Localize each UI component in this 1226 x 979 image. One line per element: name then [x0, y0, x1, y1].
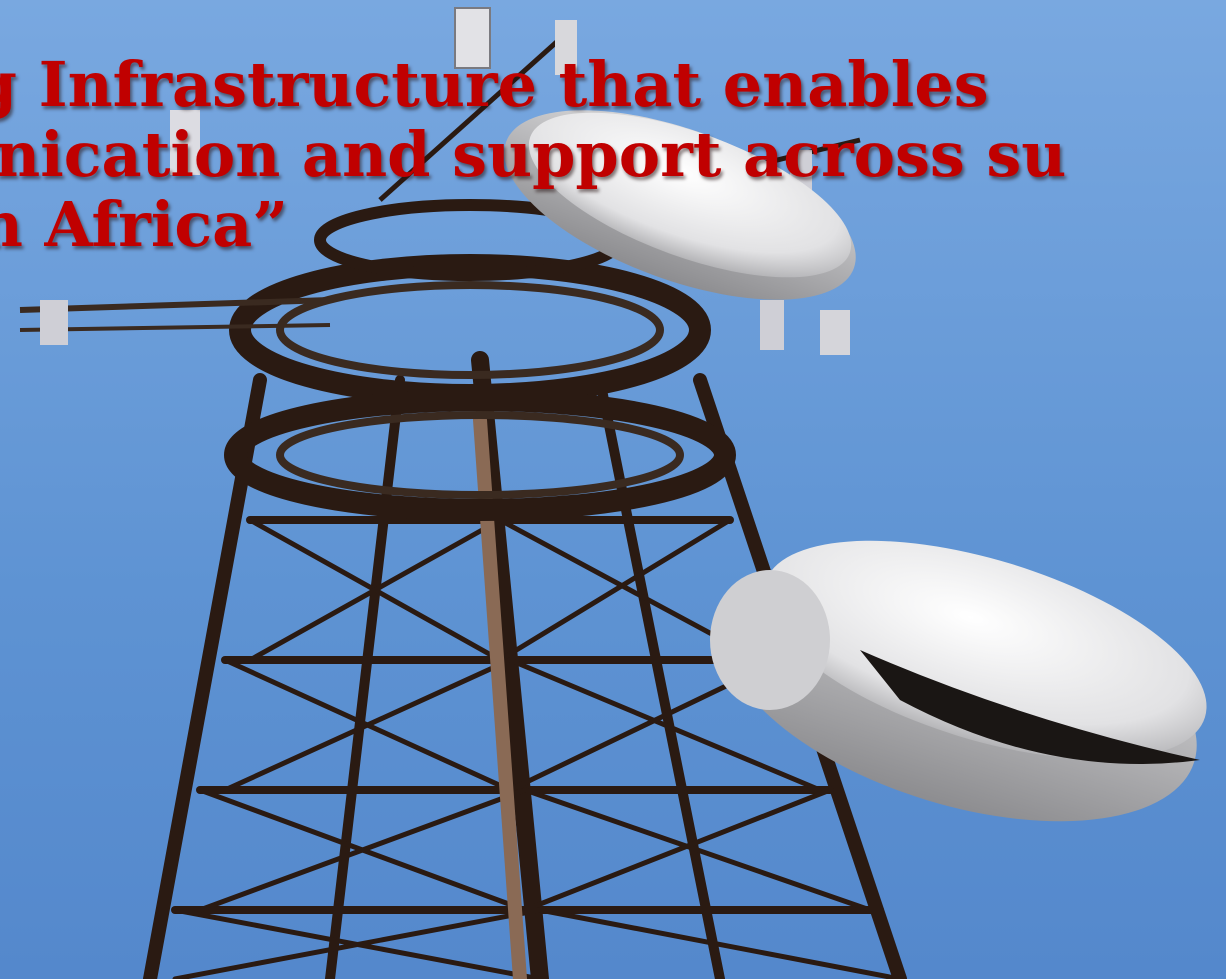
headline-line-2: nunication and support across su — [0, 120, 1226, 190]
slide-headline: ing Infrastructure that enables nunicati… — [0, 50, 1226, 260]
headline-line-3: ran Africa” — [0, 190, 1226, 260]
headline-line-1: ing Infrastructure that enables — [0, 50, 1226, 120]
